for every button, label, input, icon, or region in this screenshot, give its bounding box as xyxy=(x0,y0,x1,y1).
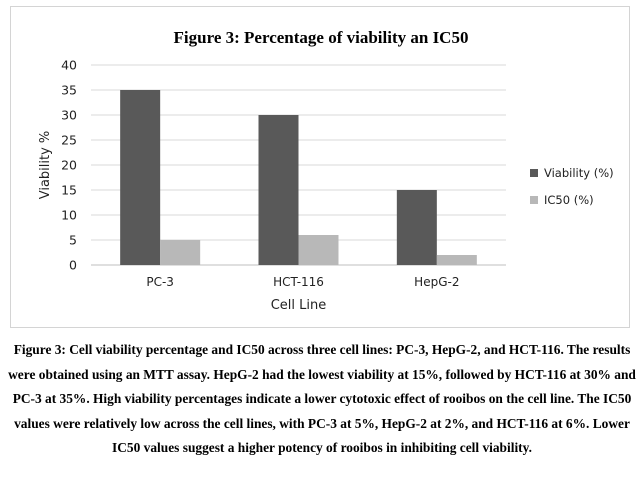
bar-ic50-hepg-2 xyxy=(436,255,477,265)
bar-viability-hepg-2 xyxy=(396,190,437,265)
x-tick-label: PC-3 xyxy=(146,275,174,289)
legend-swatch xyxy=(530,196,538,204)
legend-label: Viability (%) xyxy=(544,166,614,180)
y-tick-label: 25 xyxy=(61,133,77,148)
figure-caption: Figure 3: Cell viability percentage and … xyxy=(8,342,636,455)
y-tick-label: 0 xyxy=(69,258,77,273)
x-tick-label: HepG-2 xyxy=(414,275,459,289)
y-tick-label: 15 xyxy=(61,183,77,198)
y-tick-label: 5 xyxy=(69,233,77,248)
legend-swatch xyxy=(530,169,538,177)
y-tick-label: 10 xyxy=(61,208,77,223)
bar-ic50-hct-116 xyxy=(298,235,339,265)
bar-ic50-pc-3 xyxy=(160,240,201,265)
x-tick-label: HCT-116 xyxy=(273,275,324,289)
chart-title: Figure 3: Percentage of viability an IC5… xyxy=(174,28,469,47)
chart-frame: Figure 3: Percentage of viability an IC5… xyxy=(10,6,630,328)
bar-viability-pc-3 xyxy=(120,90,161,265)
y-tick-label: 35 xyxy=(61,83,77,98)
y-tick-label: 40 xyxy=(61,58,77,73)
bar-viability-hct-116 xyxy=(258,115,299,265)
bar-chart: Figure 3: Percentage of viability an IC5… xyxy=(38,28,614,313)
y-tick-label: 20 xyxy=(61,158,77,173)
y-tick-label: 30 xyxy=(61,108,77,123)
x-axis-title: Cell Line xyxy=(271,298,327,313)
y-axis-title: Viability % xyxy=(38,131,53,200)
legend-label: IC50 (%) xyxy=(544,193,594,207)
